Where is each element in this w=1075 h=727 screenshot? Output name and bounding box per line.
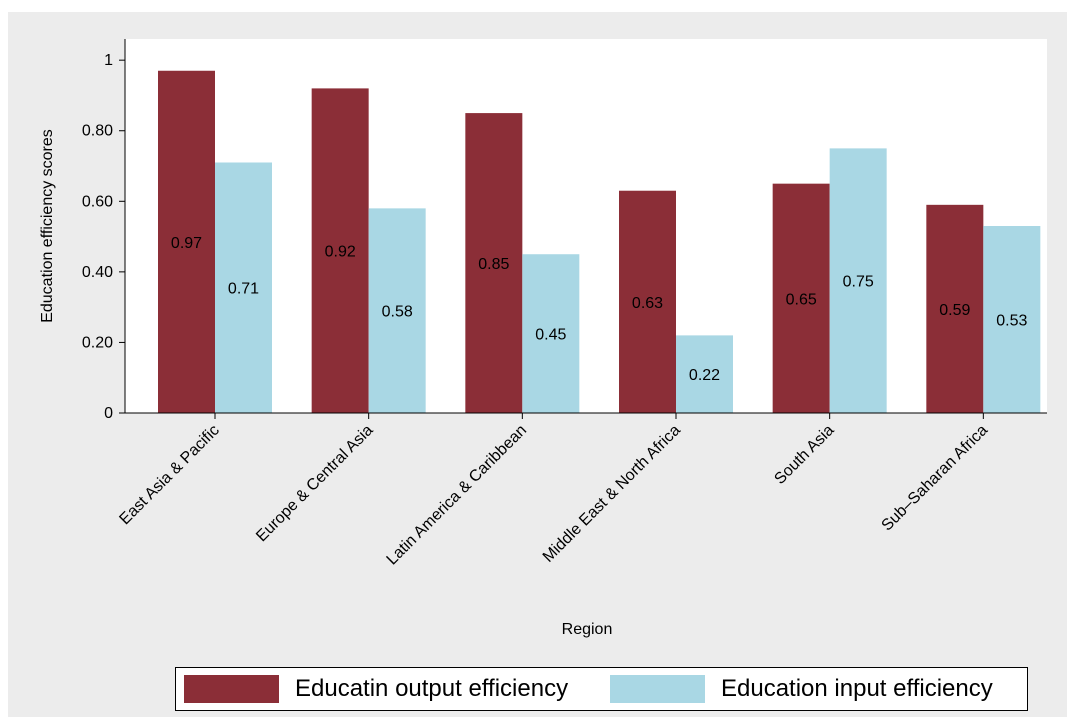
x-tick-label-2: Latin America & Caribbean	[384, 422, 531, 569]
data-label-output-4: 0.65	[786, 291, 817, 308]
legend-item-output: Educatin output efficiency	[184, 668, 568, 710]
y-tick-label-4: 0.80	[82, 123, 113, 140]
y-tick-label-1: 0.20	[82, 334, 113, 351]
data-label-input-1: 0.58	[382, 304, 413, 321]
data-label-input-0: 0.71	[228, 281, 259, 298]
legend-label-output: Educatin output efficiency	[295, 675, 569, 702]
data-label-input-5: 0.53	[996, 313, 1027, 330]
bar-output-0	[158, 70, 215, 414]
y-tick-label-2: 0.40	[82, 264, 113, 281]
legend-swatch-input	[610, 675, 705, 703]
legend-item-input: Education input efficiency	[610, 668, 993, 710]
bar-input-5	[983, 226, 1041, 413]
plot-area	[125, 39, 1047, 413]
x-tick-label-3: Middle East & North Africa	[540, 422, 684, 566]
x-tick-label-4: South Asia	[771, 422, 837, 488]
data-label-output-3: 0.63	[632, 295, 663, 312]
bar-output-5	[926, 204, 984, 413]
x-tick-label-1: Europe & Central Asia	[253, 422, 376, 545]
bar-output-3	[619, 190, 676, 413]
chart-frame: 0.97 0.71 0.92 0.58 0.85 0.45 0.63 0.22 0.65 0.75…	[8, 12, 1067, 717]
data-label-output-5: 0.59	[939, 302, 970, 319]
bar-input-2	[522, 254, 580, 413]
x-tick-label-5: Sub–Saharan Africa	[878, 422, 991, 535]
data-label-input-2: 0.45	[535, 327, 566, 344]
bar-input-4	[829, 148, 887, 413]
x-axis-title: Region	[562, 621, 613, 638]
bar-output-2	[465, 113, 523, 414]
bar-output-1	[311, 88, 369, 413]
legend-swatch-output	[184, 675, 279, 703]
bar-chart: 0.97 0.71 0.92 0.58 0.85 0.45 0.63 0.22 0.65 0.75…	[39, 39, 1047, 638]
legend: Educatin output efficiency Education inp…	[175, 667, 1028, 711]
data-label-output-1: 0.92	[325, 244, 356, 261]
data-label-output-0: 0.97	[171, 235, 202, 252]
bar-output-4	[772, 183, 830, 413]
data-label-input-3: 0.22	[689, 367, 720, 384]
bar-input-3	[676, 335, 733, 413]
data-label-input-4: 0.75	[843, 274, 874, 291]
bar-input-0	[215, 162, 272, 413]
y-tick-label-5: 1	[104, 52, 113, 69]
x-tick-label-0: East Asia & Pacific	[116, 422, 222, 528]
data-label-output-2: 0.85	[478, 256, 509, 273]
y-tick-label-3: 0.60	[82, 193, 113, 210]
y-tick-label-0: 0	[104, 405, 113, 422]
bar-input-1	[368, 208, 426, 413]
y-axis-title: Education efficiency scores	[39, 129, 56, 323]
legend-label-input: Education input efficiency	[721, 675, 993, 702]
